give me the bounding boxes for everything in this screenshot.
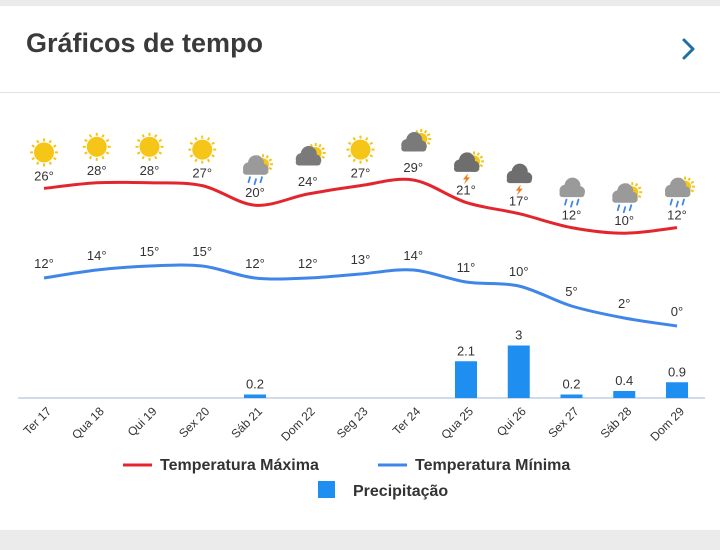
x-tick-label: Qui 26 bbox=[494, 404, 529, 439]
x-tick-label: Qua 25 bbox=[438, 404, 476, 442]
precip-bar bbox=[244, 394, 266, 398]
rain-cloud-sun-icon bbox=[243, 154, 273, 186]
max-temp-label: 10° bbox=[614, 213, 634, 228]
x-tick-label: Sáb 28 bbox=[598, 404, 635, 441]
precip-label: 0.2 bbox=[246, 377, 264, 392]
card-header: Gráficos de tempo bbox=[0, 6, 720, 93]
max-temp-label: 29° bbox=[403, 160, 423, 175]
sun-icon bbox=[188, 135, 217, 164]
min-temp-label: 14° bbox=[403, 248, 423, 263]
min-temp-label: 5° bbox=[565, 284, 577, 299]
chevron-right-icon[interactable] bbox=[678, 34, 700, 64]
rain-cloud-sun-icon bbox=[612, 182, 643, 214]
max-temp-label: 17° bbox=[509, 194, 529, 209]
rain-cloud-sun-icon bbox=[665, 176, 695, 208]
max-temp-label: 28° bbox=[87, 163, 107, 178]
min-temp-label: 15° bbox=[140, 244, 160, 259]
min-temp-line bbox=[43, 263, 678, 328]
legend-precip-label: Precipitação bbox=[353, 483, 448, 500]
precip-bar bbox=[613, 391, 636, 398]
x-tick-label: Dom 22 bbox=[278, 404, 318, 444]
precip-label: 3 bbox=[515, 328, 522, 343]
x-tick-label: Seg 23 bbox=[334, 404, 371, 441]
min-temp-label: 10° bbox=[509, 264, 529, 279]
max-temp-label: 24° bbox=[298, 174, 318, 189]
precip-label: 0.4 bbox=[615, 373, 633, 388]
precip-bar bbox=[455, 361, 477, 398]
sun-icon bbox=[346, 135, 375, 164]
max-temp-label: 27° bbox=[351, 166, 371, 181]
cloud-sun-icon bbox=[401, 129, 432, 152]
x-tick-label: Dom 29 bbox=[648, 404, 688, 444]
max-temp-label: 12° bbox=[667, 208, 687, 223]
min-temp-label: 11° bbox=[457, 260, 476, 275]
min-temp-label: 12° bbox=[34, 256, 54, 271]
legend-min-label: Temperatura Mínima bbox=[415, 457, 570, 474]
cloud-sun-icon bbox=[295, 143, 326, 166]
page-title: Gráficos de tempo bbox=[26, 28, 264, 58]
x-tick-label: Ter 17 bbox=[21, 404, 55, 438]
max-temp-label: 27° bbox=[192, 166, 212, 181]
sun-icon bbox=[135, 132, 164, 161]
max-temp-label: 12° bbox=[562, 208, 582, 223]
precip-bar bbox=[666, 382, 688, 398]
x-tick-label: Ter 24 bbox=[390, 404, 424, 438]
x-tick-label: Qua 18 bbox=[69, 404, 107, 442]
max-temp-label: 20° bbox=[245, 185, 265, 200]
max-temp-label: 26° bbox=[34, 168, 54, 183]
legend-precip-swatch bbox=[318, 481, 335, 498]
min-temp-label: 13° bbox=[351, 252, 371, 267]
sun-icon bbox=[82, 132, 111, 161]
max-temp-label: 21° bbox=[456, 182, 476, 197]
precip-bar bbox=[560, 394, 583, 398]
x-tick-label: Sáb 21 bbox=[228, 404, 265, 441]
min-temp-label: 12° bbox=[298, 256, 318, 271]
sun-icon bbox=[30, 138, 58, 167]
rain-cloud-icon bbox=[559, 177, 585, 208]
max-temp-label: 28° bbox=[140, 163, 160, 178]
max-temp-line bbox=[43, 177, 678, 235]
min-temp-label: 14° bbox=[87, 248, 107, 263]
thunder-cloud-icon bbox=[506, 163, 533, 196]
legend-max-label: Temperatura Máxima bbox=[160, 457, 319, 474]
precip-bar bbox=[507, 345, 530, 398]
min-temp-label: 15° bbox=[192, 244, 212, 259]
precip-label: 0.2 bbox=[562, 377, 580, 392]
legend: Temperatura Máxima Temperatura Mínima Prec… bbox=[123, 457, 570, 500]
x-tick-label: Sex 27 bbox=[545, 404, 582, 441]
thunder-cloud-sun-icon bbox=[454, 151, 484, 185]
precip-label: 2.1 bbox=[457, 343, 475, 358]
x-tick-label: Sex 20 bbox=[176, 404, 213, 441]
precip-label: 0.9 bbox=[668, 364, 686, 379]
min-temp-label: 12° bbox=[245, 256, 265, 271]
x-tick-label: Qui 19 bbox=[125, 404, 160, 439]
min-temp-label: 0° bbox=[671, 304, 683, 319]
min-temp-label: 2° bbox=[618, 296, 630, 311]
